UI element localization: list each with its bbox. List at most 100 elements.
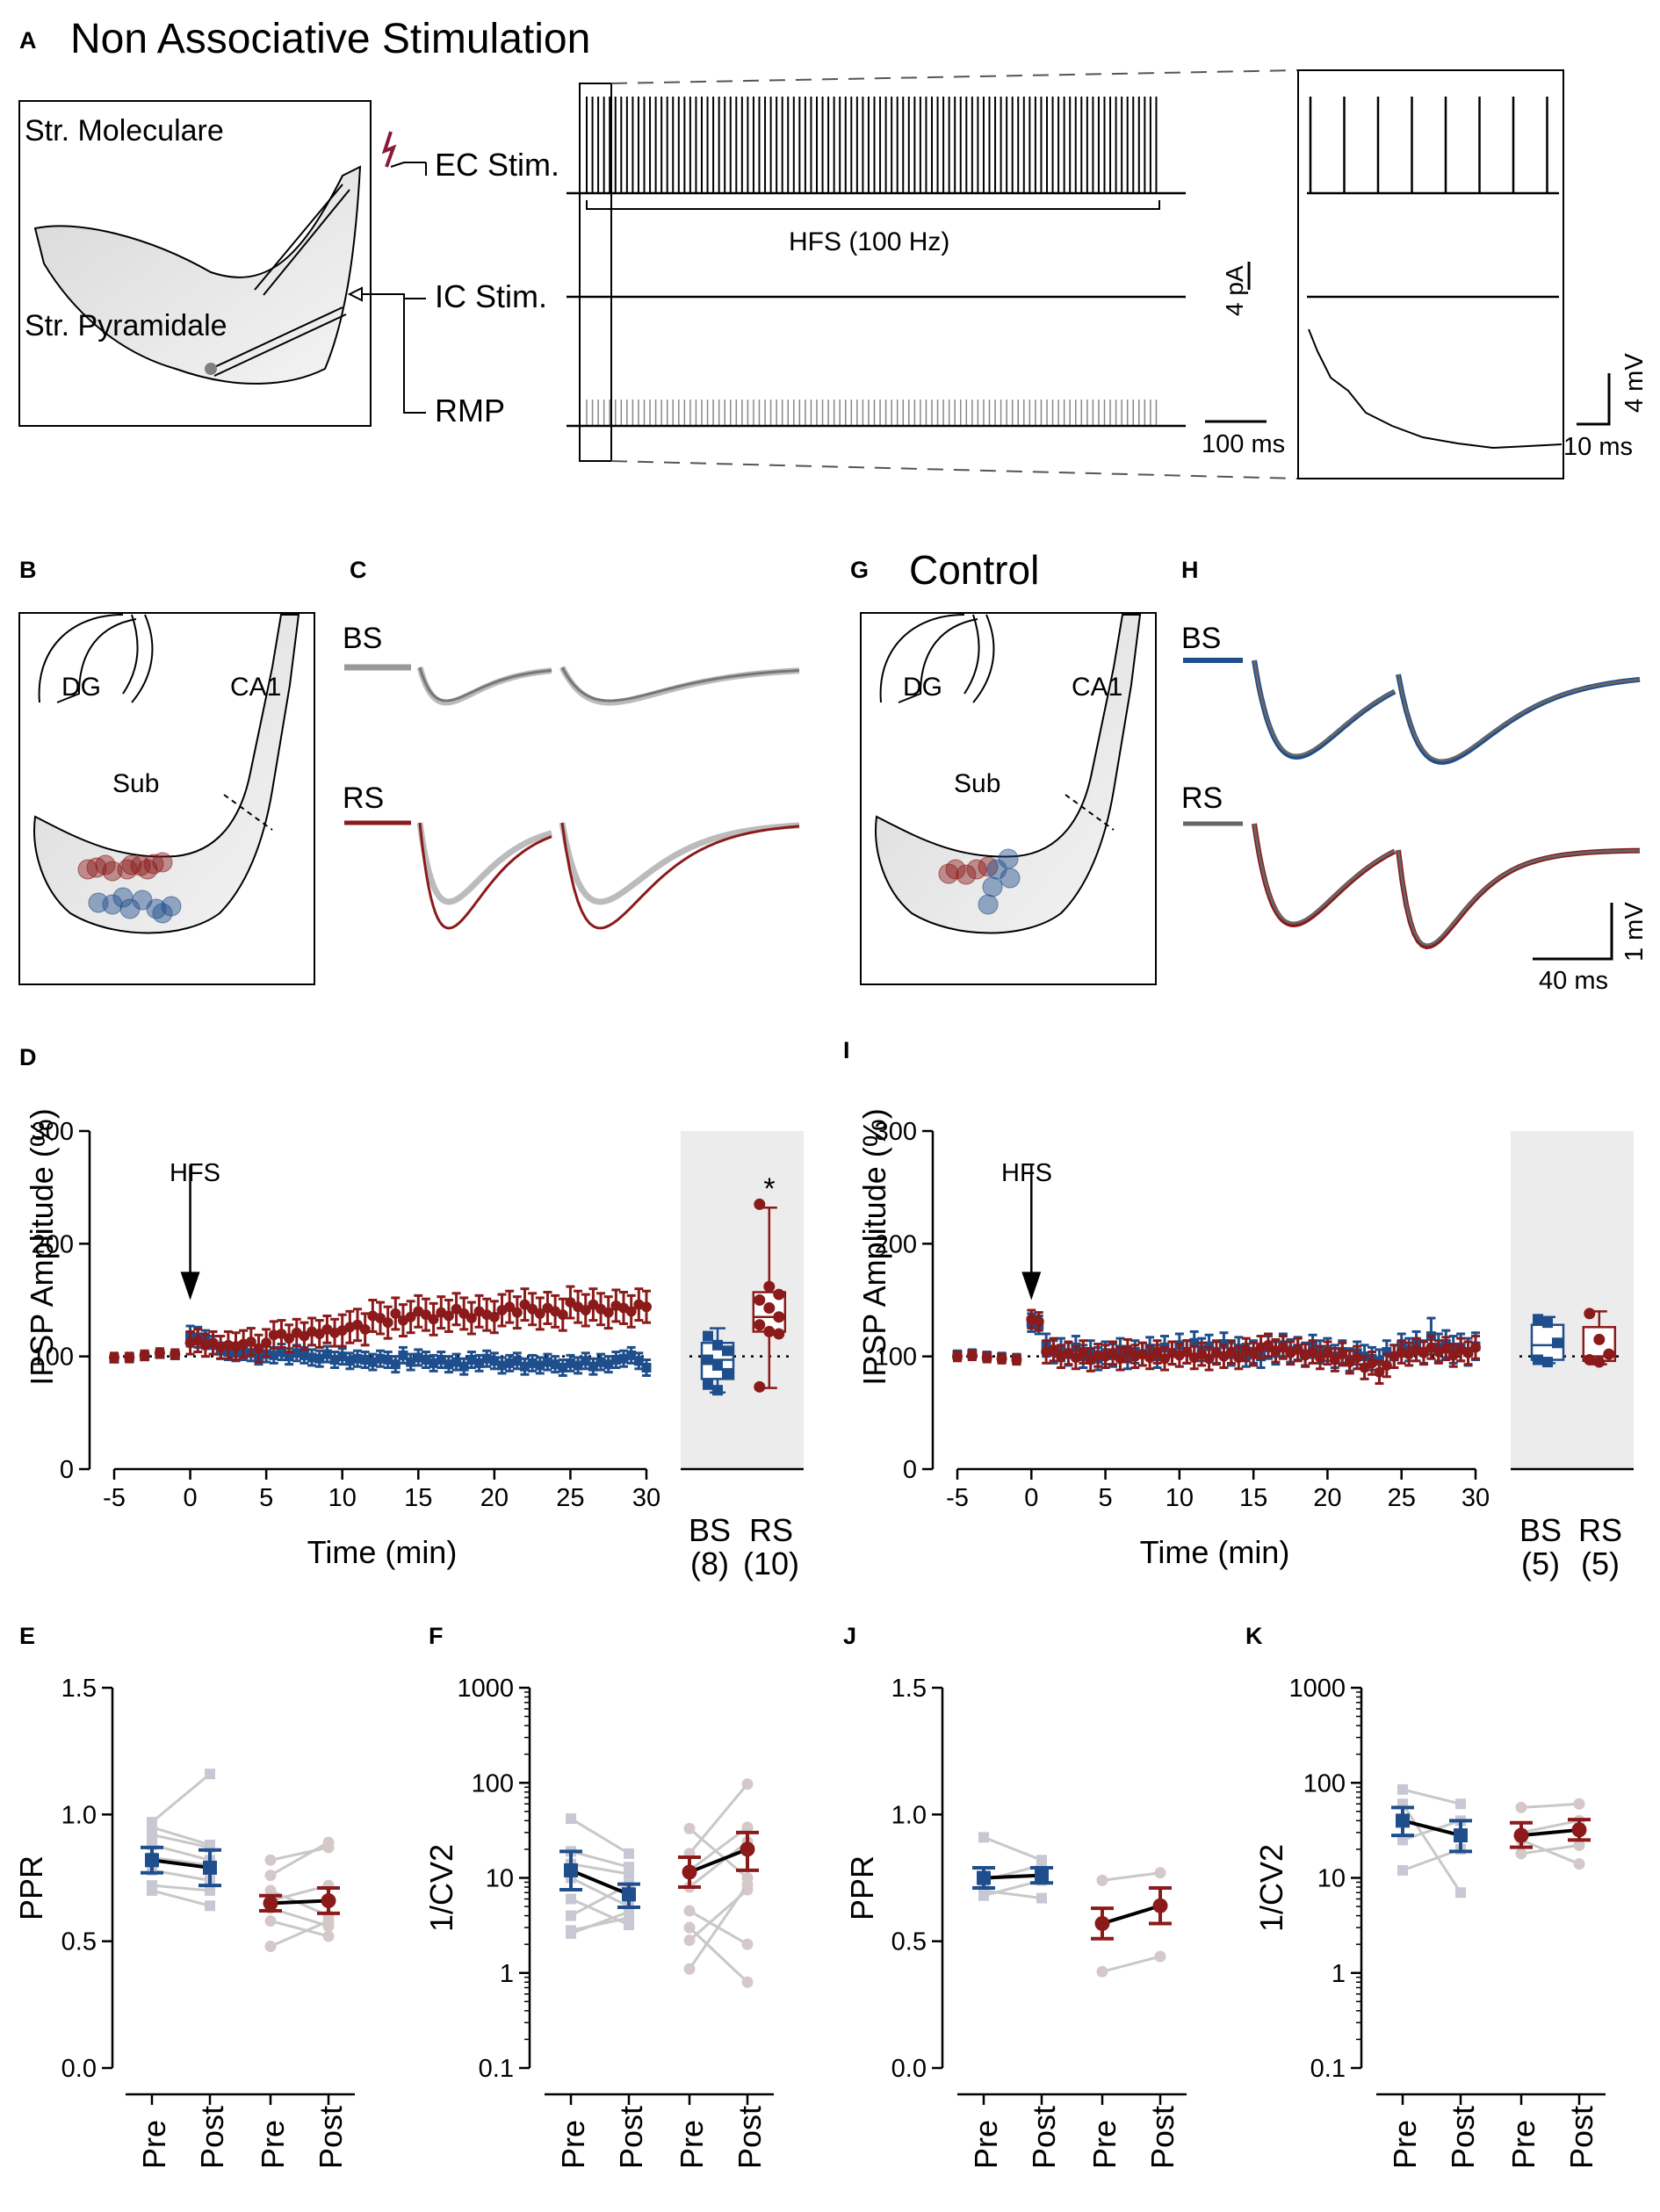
k-cat-post-1: Post (1445, 2106, 1481, 2169)
rs-data-point (1381, 1359, 1392, 1371)
rs-data-point (276, 1329, 287, 1339)
zoom-box (579, 83, 612, 462)
ipsp-traces-c (344, 664, 800, 930)
panel-h: H BS RS 1 mV 40 ms (1181, 557, 1649, 995)
bs-data-point (466, 1355, 477, 1365)
rs-cell-marker (121, 854, 142, 875)
y-tick-label: 1000 (1288, 1675, 1346, 1703)
rs-cell-marker (95, 854, 116, 875)
x-tick-label: 30 (1462, 1484, 1490, 1512)
rs-data-point (124, 1351, 135, 1363)
rs-box-point (754, 1319, 766, 1331)
bs-data-point (314, 1353, 325, 1364)
rs-data-point (1233, 1351, 1245, 1363)
individual-pair-line (1520, 1839, 1580, 1866)
bs-data-point (633, 1356, 644, 1366)
i-box-rs-n: (5) (1581, 1546, 1620, 1582)
bs-data-point (429, 1358, 439, 1368)
rs-data-point (109, 1351, 119, 1363)
bs-cell-marker (119, 898, 141, 919)
x-tick-label: 0 (1024, 1484, 1038, 1512)
y-tick-label: 0.5 (61, 1928, 97, 1956)
rs-box-point (1584, 1354, 1596, 1366)
bs-cell-marker (152, 903, 173, 924)
f-cat-pre-1: Pre (555, 2120, 591, 2169)
individual-point (1515, 1848, 1527, 1860)
x-tick-label: 5 (259, 1484, 273, 1512)
prepost-labels-e: Pre Post Pre Post (136, 2106, 349, 2169)
recorded-cells-g (938, 848, 1021, 915)
bs-data-point (360, 1355, 371, 1365)
rs-data-point (382, 1317, 393, 1329)
mean-line (1101, 1904, 1161, 1926)
scale-bar-4mv-10ms (1577, 373, 1611, 426)
j-cat-pre-2: Pre (1086, 2120, 1122, 2169)
panel-label-i: I (843, 1037, 850, 1063)
rs-data-point (359, 1323, 371, 1335)
bs-data-point (573, 1360, 583, 1371)
bs-data-point (458, 1361, 469, 1372)
h-bs-post-trace-2 (1397, 674, 1641, 762)
rs-mean-point (1094, 1915, 1110, 1931)
individual-point (1515, 1801, 1527, 1813)
individual-point (1573, 1798, 1585, 1810)
k-cat-pre-2: Pre (1505, 2120, 1541, 2169)
individual-point (322, 1915, 335, 1927)
rs-data-point (641, 1301, 652, 1313)
y-tick-label: 1.0 (61, 1801, 97, 1829)
k-cat-post-2: Post (1563, 2106, 1599, 2169)
scale-4pa-label: 4 pA (1221, 265, 1248, 316)
individual-point (205, 1839, 215, 1850)
rs-box-point (1584, 1308, 1596, 1320)
bs-data-point (581, 1356, 591, 1366)
rs-data-point (1307, 1346, 1318, 1358)
f-ylabel: 1/CV2 (423, 1844, 459, 1932)
y-tick-label: 0.5 (891, 1928, 927, 1956)
bs-data-point (321, 1349, 332, 1359)
bs-box-point (1552, 1337, 1563, 1349)
hippocampal-slice-shape (33, 165, 362, 385)
panel-label-g: G (850, 557, 869, 583)
bs-data-point (474, 1358, 485, 1368)
rs-box-point (754, 1294, 766, 1306)
k-ylabel: 1/CV2 (1253, 1844, 1289, 1932)
bs-mean-point (977, 1870, 991, 1885)
rs-data-point (1033, 1315, 1044, 1327)
individual-pair-line (689, 1841, 748, 1889)
rs-box-point (763, 1280, 776, 1293)
x-tick-label: 10 (1166, 1484, 1194, 1512)
individual-point (566, 1893, 576, 1905)
rs-data-point (519, 1299, 530, 1310)
bs-data-point (542, 1357, 552, 1367)
bs-data-point (398, 1350, 408, 1360)
rmp-trace (586, 400, 1158, 426)
bs-data-point (436, 1355, 446, 1365)
bs-data-point (519, 1361, 530, 1372)
chart-j: 0.0 0.5 1.0 1.5 (891, 1675, 1187, 2105)
bs-box-point (703, 1354, 713, 1365)
y-tick-label: 0 (60, 1456, 74, 1484)
bs-box-point (703, 1330, 713, 1342)
rs-data-point (170, 1349, 181, 1360)
bs-data-point (413, 1352, 423, 1363)
rs-data-point (451, 1303, 462, 1315)
individual-point (1455, 1798, 1466, 1810)
recorded-cell (205, 363, 217, 375)
h-rs-post-trace-2 (1397, 849, 1641, 947)
individual-pair-line (151, 1833, 211, 1849)
rs-data-point (1292, 1344, 1303, 1355)
bs-data-point (367, 1357, 378, 1367)
d-ylabel: IPSP Amplitude (%) (24, 1108, 60, 1385)
individual-pair-line (570, 1910, 630, 1935)
rs-data-point (352, 1319, 364, 1330)
g-sub-label: Sub (954, 769, 1000, 798)
panel-label-a: A (19, 27, 37, 54)
scale-10ms-label: 10 ms (1563, 433, 1633, 461)
i-ylabel: IPSP Amplitude (%) (856, 1108, 892, 1385)
x-tick-label: -5 (103, 1484, 126, 1512)
rs-data-point (1329, 1354, 1340, 1365)
scale-4mv-label: 4 mV (1620, 353, 1649, 413)
h-rs-post-trace (1252, 823, 1396, 925)
rs-data-point (1011, 1354, 1022, 1365)
